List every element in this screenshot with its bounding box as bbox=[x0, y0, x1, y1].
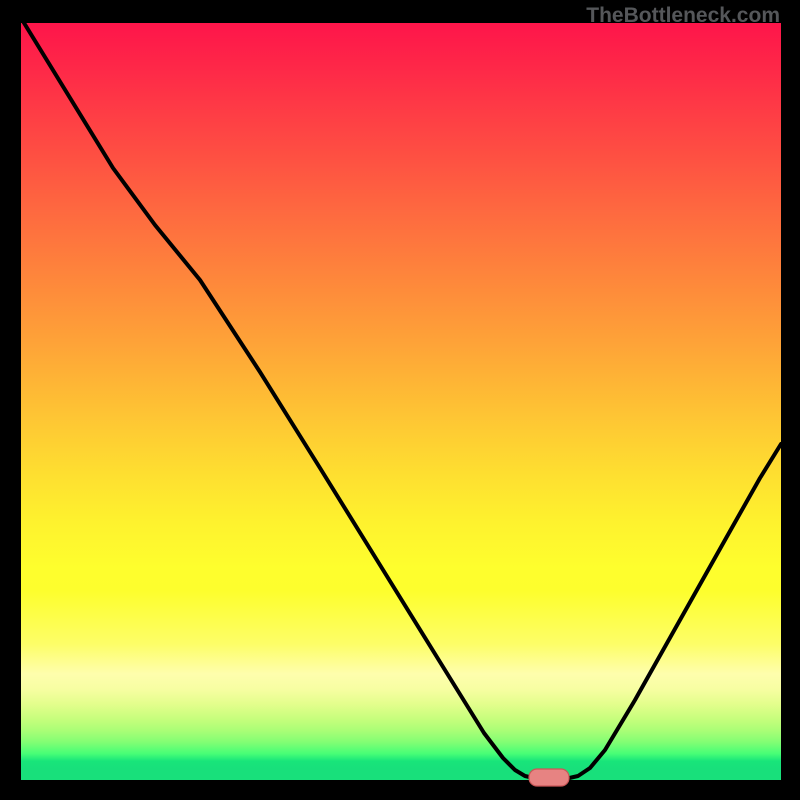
canvas: TheBottleneck.com bbox=[0, 0, 800, 800]
watermark-text: TheBottleneck.com bbox=[586, 4, 780, 28]
plot-gradient-background bbox=[21, 23, 781, 780]
plot-area bbox=[21, 23, 781, 780]
